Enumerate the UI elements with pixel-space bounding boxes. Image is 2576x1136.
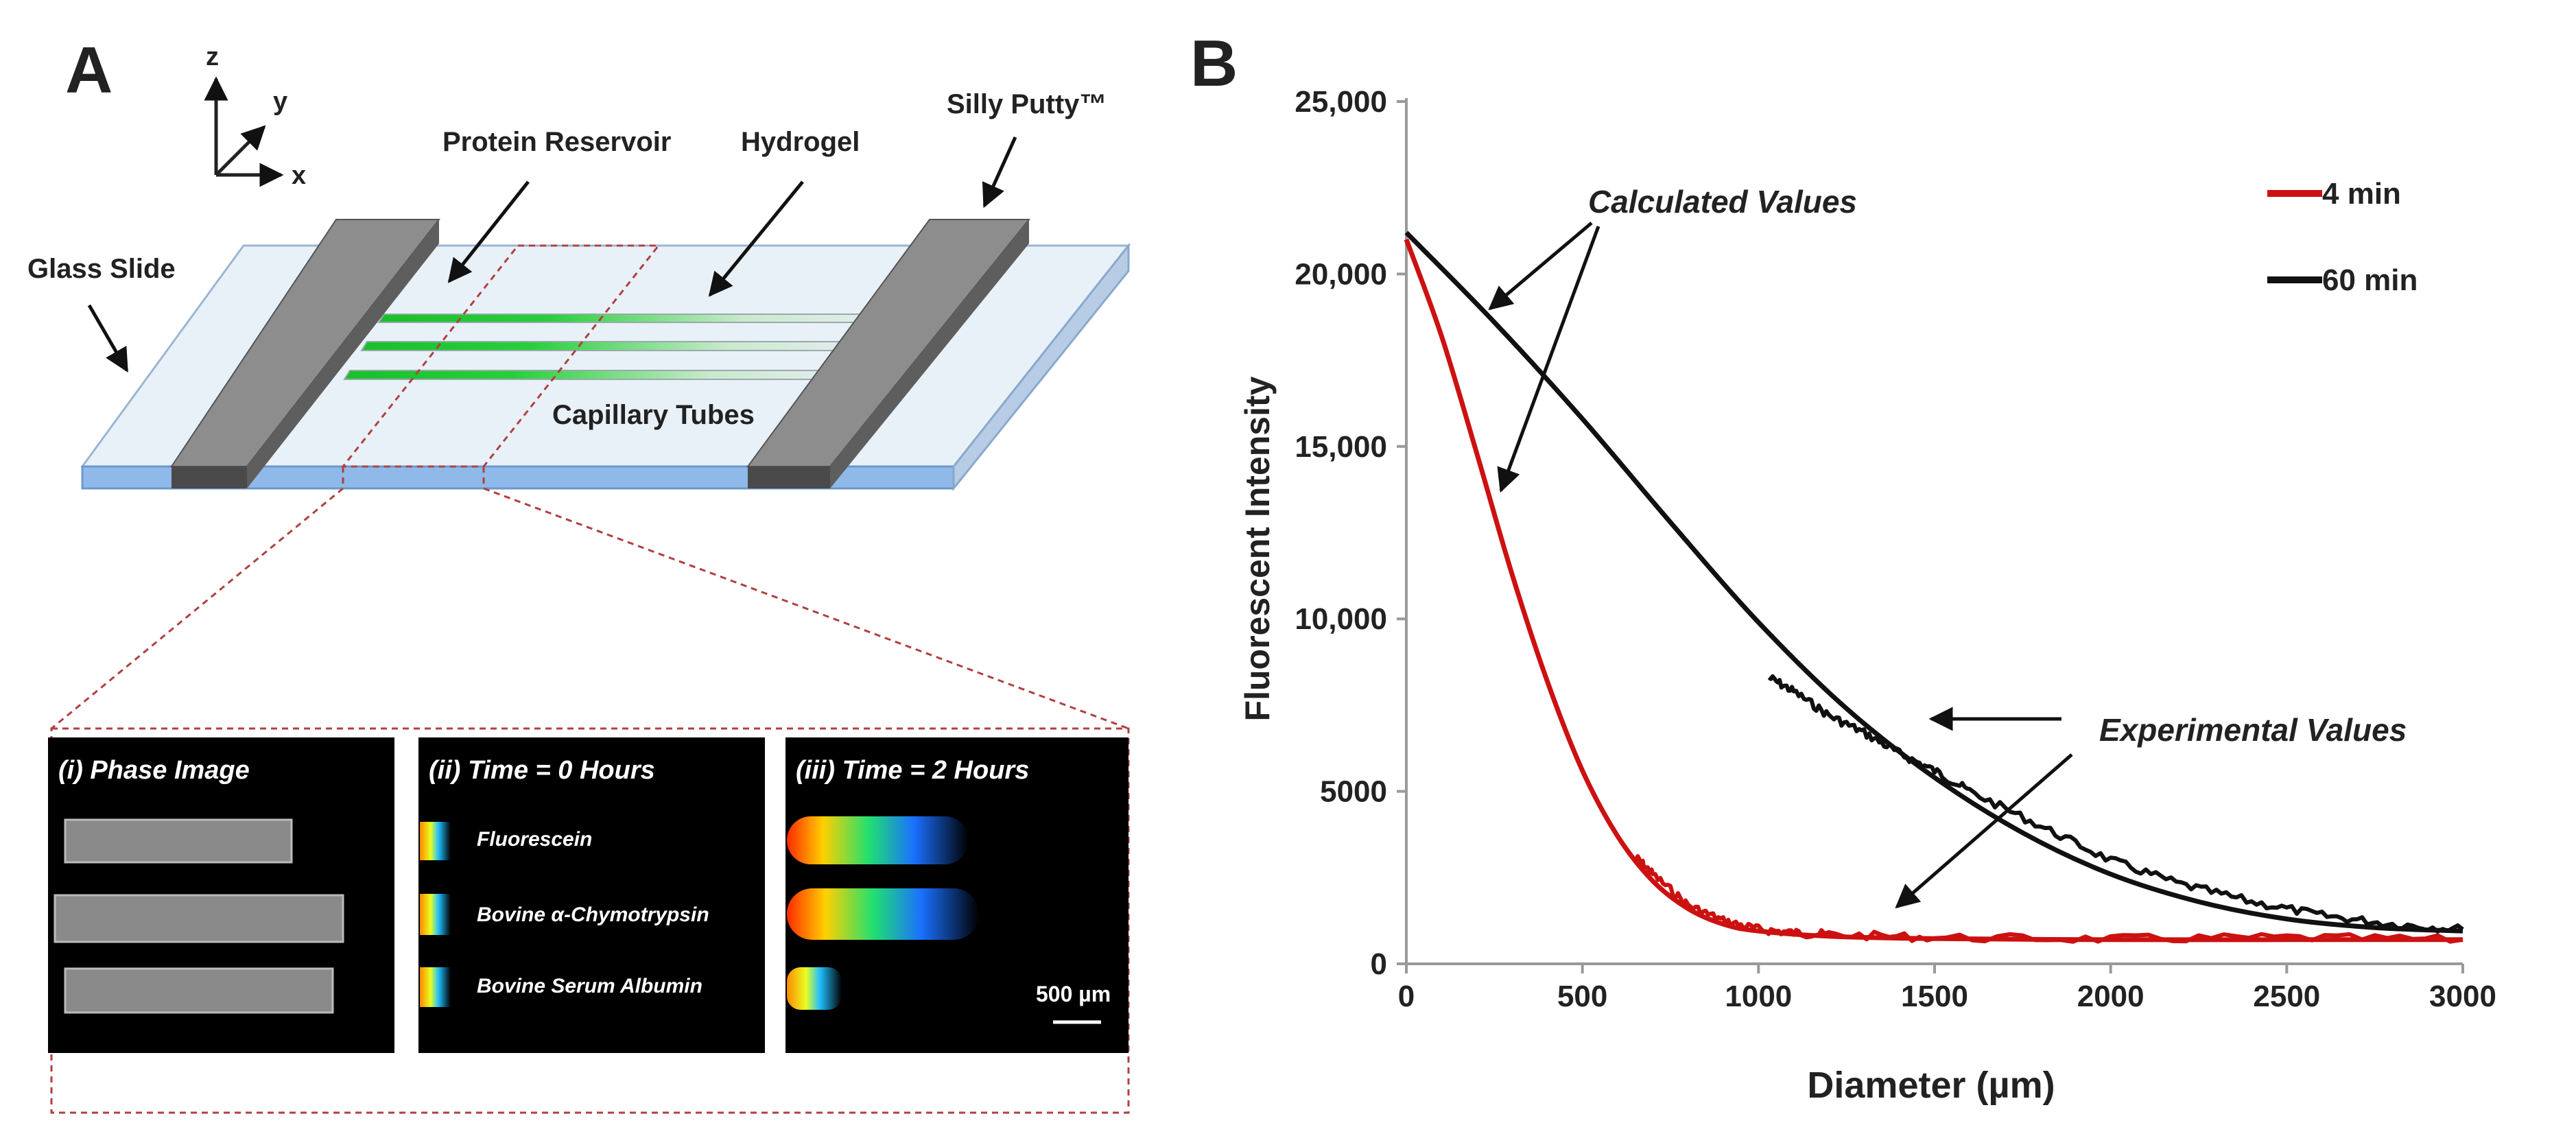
panel-a-letter: A <box>65 34 113 107</box>
x-tick-label: 1500 <box>1901 980 1968 1013</box>
y-tick-label: 0 <box>1371 947 1387 981</box>
x-tick-label: 1000 <box>1725 980 1792 1013</box>
capillary-tubes <box>343 313 866 380</box>
x-tick-label: 2500 <box>2253 980 2320 1013</box>
annotation-calculated: Calculated Values <box>1588 184 1857 220</box>
x-tick-label: 3000 <box>2429 980 2496 1013</box>
y-tick-label: 25,000 <box>1295 85 1387 119</box>
y-tick-label: 15,000 <box>1295 430 1387 464</box>
series-60-min-calculated <box>1404 230 2463 934</box>
x-axis-label: Diameter (µm) <box>1807 1065 2055 1106</box>
label-capillary-tubes: Capillary Tubes <box>552 400 755 430</box>
putty-bar-right <box>746 219 1031 488</box>
dashed-region <box>50 244 1130 1114</box>
axes-triad <box>204 76 284 187</box>
series-60-min-experimental <box>1767 674 2464 934</box>
y-tick-label: 10,000 <box>1295 602 1387 636</box>
axis-z-label: z <box>206 43 219 71</box>
arrow-silly-putty <box>982 136 1017 209</box>
glass-slide-side <box>952 242 1130 492</box>
label-protein-reservoir: Protein Reservoir <box>442 127 671 157</box>
inset-2-row-3: Bovine Serum Albumin <box>477 975 702 997</box>
y-tick-label: 20,000 <box>1295 257 1387 291</box>
y-axis-label: Fluorescent Intensity <box>1238 376 1277 721</box>
inset-2-row-2: Bovine α-Chymotrypsin <box>477 903 709 926</box>
inset-2-row-1: Fluorescein <box>477 828 592 851</box>
label-hydrogel: Hydrogel <box>741 127 860 157</box>
inset-time-0: (ii) Time = 0 Hours Fluorescein Bovine α… <box>418 737 765 1053</box>
label-silly-putty: Silly Putty™ <box>947 89 1107 119</box>
series-4-min-calculated <box>1404 238 2463 943</box>
series-4-min-experimental <box>1633 854 2463 944</box>
arrow-calculated-60 <box>1488 222 1593 311</box>
inset-time-2: (iii) Time = 2 Hours 500 µm <box>785 737 1129 1053</box>
axis-y-label: y <box>273 87 287 116</box>
x-tick-label: 0 <box>1398 980 1415 1013</box>
label-glass-slide: Glass Slide <box>27 254 176 284</box>
arrow-hydrogel <box>708 180 804 297</box>
inset-1-title: (i) Phase Image <box>58 756 250 785</box>
legend-label-60min: 60 min <box>2322 263 2418 297</box>
legend: 4 min 60 min <box>2267 177 2418 297</box>
axis-x-label: x <box>292 161 306 190</box>
arrow-calculated-4 <box>1497 226 1600 493</box>
inset-3-title: (iii) Time = 2 Hours <box>796 756 1029 785</box>
plot-area: 0 5000 10,000 15,000 20,000 25,000 0 500 1000 150… <box>1295 85 2496 1013</box>
panel-b-letter: B <box>1190 27 1238 100</box>
scale-bar-label: 500 µm <box>1036 982 1111 1006</box>
legend-label-4min: 4 min <box>2322 177 2401 211</box>
x-tick-label: 2000 <box>2077 980 2144 1013</box>
putty-bar-left <box>170 219 441 488</box>
inset-2-title: (ii) Time = 0 Hours <box>429 756 655 785</box>
y-tick-label: 5000 <box>1320 775 1387 809</box>
inset-phase-image: (i) Phase Image <box>48 737 394 1053</box>
x-tick-label: 500 <box>1557 980 1607 1013</box>
arrow-protein-reservoir <box>447 180 530 283</box>
arrow-glass-slide <box>87 304 129 373</box>
arrow-experimental-4 <box>1895 753 2073 909</box>
annotation-experimental: Experimental Values <box>2099 712 2407 748</box>
